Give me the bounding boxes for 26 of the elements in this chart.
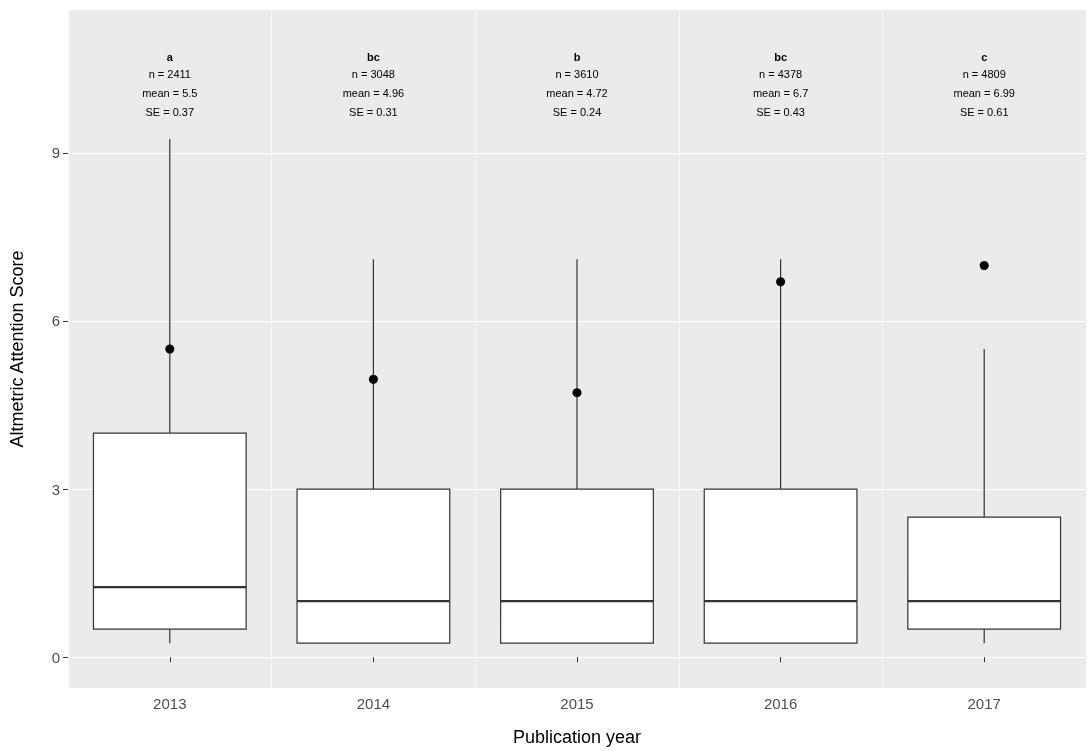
annotation: n = 2411 mean = 5.5 SE = 0.37 [142, 67, 198, 118]
point [165, 344, 175, 354]
x-tick-label: 2015 [560, 695, 594, 712]
y-tick-label: 6 [51, 312, 60, 330]
annotation: n = 3610 mean = 4.72 SE = 0.24 [546, 67, 608, 118]
annotation: b [573, 50, 581, 63]
annotation: bc [366, 50, 380, 63]
point [776, 277, 786, 287]
y-tick-label: 9 [51, 144, 60, 162]
y-tick-label: 0 [51, 648, 60, 666]
x-tick-label: 2014 [356, 695, 391, 712]
annotation: a [166, 50, 174, 63]
x-tick-label: 2013 [153, 695, 187, 712]
point [572, 388, 582, 398]
annotation: n = 4378 mean = 6.7 SE = 0.43 [752, 67, 809, 118]
point [368, 374, 378, 384]
x-axis-title: Publication year [512, 727, 642, 747]
y-tick-label: 3 [51, 480, 60, 498]
x-tick-label: 2016 [763, 695, 798, 712]
y-axis-title: Altmetric Attention Score [7, 250, 27, 448]
annotation: n = 3048 mean = 4.96 SE = 0.31 [342, 67, 405, 118]
x-tick-label: 2017 [967, 695, 1001, 712]
point [979, 261, 989, 271]
annotation: n = 4809 mean = 6.99 SE = 0.61 [953, 67, 1015, 118]
annotation: bc [774, 50, 788, 63]
annotation: c [981, 50, 988, 63]
